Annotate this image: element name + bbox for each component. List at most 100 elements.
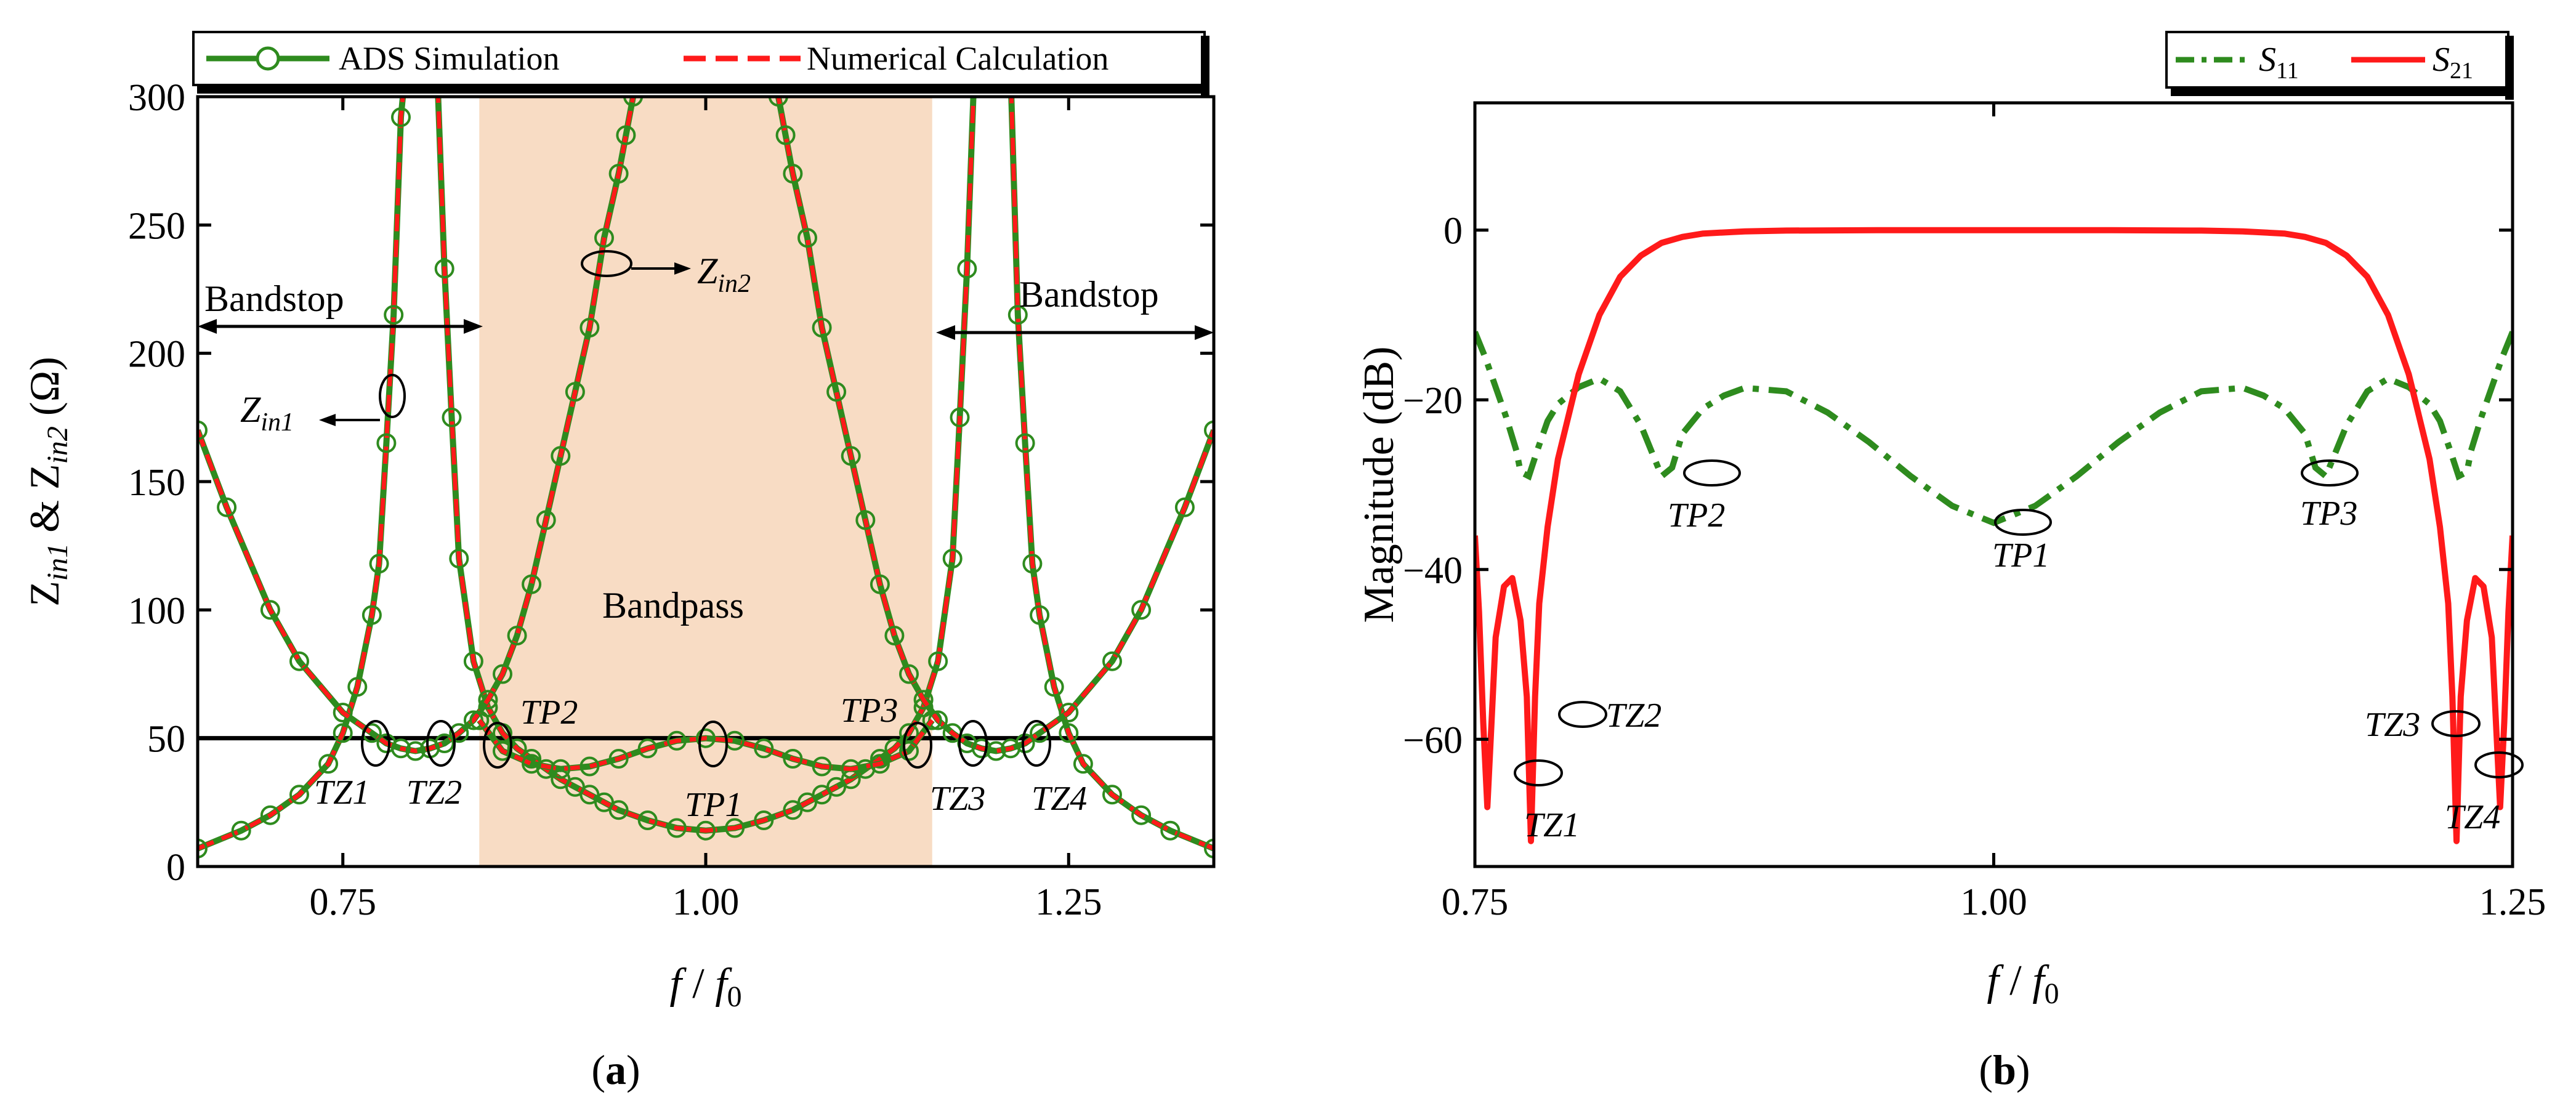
zin1-pointer: [319, 374, 406, 426]
annotations-b: TP2 TP1 TP3 TZ2 TZ1 TZ3 TZ4: [1524, 495, 2500, 844]
data-point: [666, 730, 687, 751]
data-point: [1204, 838, 1214, 859]
data-point: [812, 318, 832, 337]
data-point: [434, 259, 454, 279]
data-point: [608, 749, 629, 769]
data-point: [442, 407, 462, 427]
data-point: [522, 574, 542, 594]
x-tick-label: 1.25: [1035, 881, 1102, 923]
data-point: [391, 738, 411, 759]
series-line-s11: [1475, 331, 2513, 527]
point-markers-a: [361, 720, 1051, 769]
data-point: [623, 97, 644, 107]
data-point: [1102, 785, 1122, 805]
legend-entry-ads: ADS Simulation: [206, 40, 560, 77]
series-line-numerical-1: [198, 97, 1214, 851]
data-point: [826, 382, 847, 402]
bandpass-region: [479, 97, 932, 867]
s-parameter-curves: [1475, 227, 2513, 844]
y-tick-label: 300: [128, 77, 185, 119]
x-axis-label-a: f / f0: [669, 960, 741, 1013]
data-point: [1073, 754, 1093, 774]
series-line-s21: [1475, 227, 2513, 844]
data-point: [812, 756, 832, 777]
data-point: [369, 554, 389, 574]
data-point: [1015, 433, 1035, 453]
bandstop-right-label: Bandstop: [1019, 274, 1159, 315]
data-point: [449, 723, 469, 743]
data-point: [986, 741, 1006, 761]
y-tick-label: 100: [128, 590, 185, 632]
data-point: [1007, 305, 1028, 325]
data-point: [198, 420, 208, 440]
series-line-numerical-2: [198, 97, 1214, 754]
data-point: [922, 710, 942, 730]
data-point: [536, 510, 556, 530]
data-point: [768, 97, 788, 107]
data-point: [725, 818, 745, 838]
plot-frame-b: [1473, 101, 2514, 868]
tz4-label-a: TZ4: [1032, 780, 1087, 818]
tz1-label-b: TZ1: [1524, 806, 1580, 844]
axis-ticks-b: 0.75 1.00 1.25 0 −20 −40 −60: [1403, 103, 2546, 923]
x-axis-label-b: f / f0: [1987, 957, 2059, 1010]
data-point: [1131, 600, 1152, 620]
tz3-label-a: TZ3: [930, 780, 985, 818]
data-point: [551, 446, 571, 466]
data-point: [198, 838, 208, 859]
data-point: [463, 651, 483, 671]
y-tick-label: 250: [128, 205, 185, 247]
impedance-curves: [198, 97, 1214, 859]
panel-label-a: (a): [591, 1046, 640, 1093]
data-point: [884, 626, 905, 645]
y-tick-label: 200: [128, 334, 185, 376]
tp3-label-a: TP3: [841, 692, 898, 730]
tz2-label-b: TZ2: [1606, 697, 1661, 735]
data-point: [391, 107, 411, 127]
data-point: [783, 749, 803, 769]
y-tick-label: −40: [1403, 550, 1463, 592]
data-point: [260, 805, 280, 825]
y-axis-label-a: Zin1 & Zin2 (Ω): [21, 357, 74, 607]
data-point: [1174, 497, 1195, 517]
data-point: [318, 754, 339, 774]
data-point: [870, 574, 890, 594]
data-point: [217, 497, 237, 517]
data-point: [1102, 651, 1122, 671]
data-point: [507, 626, 527, 645]
x-tick-label: 1.25: [2479, 881, 2546, 923]
tp1-label-b: TP1: [1992, 536, 2049, 575]
data-point: [260, 600, 280, 620]
data-point: [376, 433, 397, 453]
bandpass-label: Bandpass: [602, 585, 744, 626]
tz1-label-a: TZ1: [314, 774, 369, 812]
data-point: [434, 733, 454, 753]
point-markers-b: [1514, 459, 2524, 786]
data-point: [579, 318, 600, 337]
data-point: [957, 259, 977, 279]
tp2-label-a: TP2: [520, 693, 578, 732]
data-point: [870, 754, 890, 774]
y-axis-label-b: Magnitude (dB): [1355, 346, 1403, 623]
data-point: [1022, 554, 1043, 574]
data-point: [493, 664, 512, 684]
tz4-label-b: TZ4: [2445, 798, 2500, 836]
axis-ticks-a: 0.75 1.00 1.25 0 50 100 150 200 250 300: [128, 77, 1214, 923]
data-point: [928, 651, 948, 671]
data-point: [775, 125, 796, 145]
data-point: [841, 759, 861, 779]
x-tick-label: 1.00: [1960, 881, 2027, 923]
annotations-a: Bandstop Bandstop Bandpass Zin1 Zin2 TP2…: [204, 251, 1159, 824]
data-point: [754, 738, 774, 759]
data-point: [449, 549, 469, 568]
zin2-pointer: [581, 250, 691, 277]
legend-a: ADS Simulation Numerical Calculation: [192, 31, 1209, 97]
data-point: [231, 820, 251, 841]
data-point: [899, 664, 919, 684]
x-tick-label: 1.00: [672, 881, 740, 923]
legend-label-numerical: Numerical Calculation: [807, 40, 1108, 77]
data-point: [289, 785, 309, 805]
data-point: [971, 738, 991, 759]
panel-a: 0.75 1.00 1.25 0 50 100 150 200 250 300: [21, 31, 1216, 1093]
data-point: [1131, 805, 1152, 825]
